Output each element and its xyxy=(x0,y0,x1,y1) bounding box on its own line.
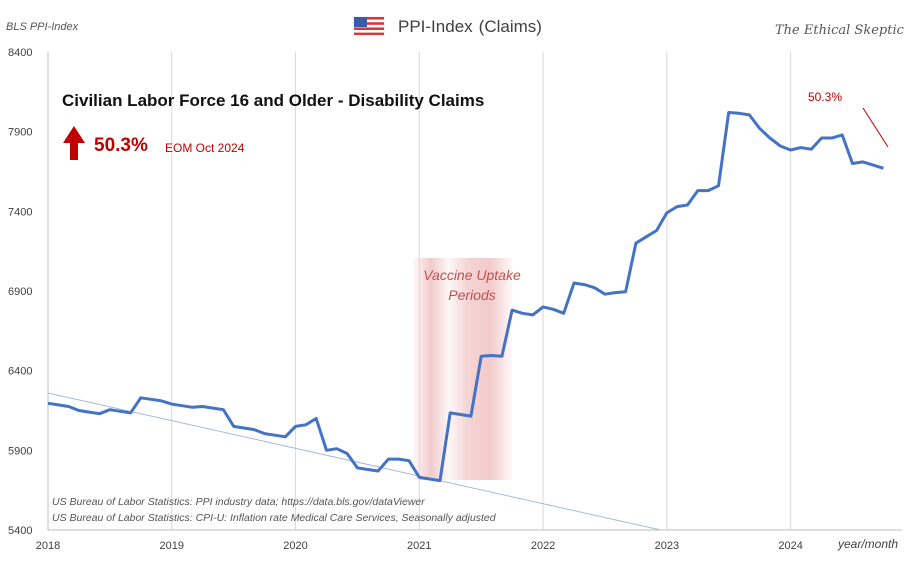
corner-pointer xyxy=(862,107,889,148)
chart-heading: PPI-Index (Claims) xyxy=(398,17,542,36)
y-axis-ticks: 5400 5900 6400 6900 7400 7900 8400 xyxy=(8,47,32,537)
change-percent: 50.3% xyxy=(94,135,148,156)
x-tick-2023: 2023 xyxy=(655,540,679,552)
chart-title: Civilian Labor Force 16 and Older - Disa… xyxy=(62,91,484,110)
period-label: EOM Oct 2024 xyxy=(165,141,245,155)
axes xyxy=(47,52,902,531)
y-tick-8400: 8400 xyxy=(8,47,32,59)
brand-watermark: The Ethical Skeptic xyxy=(775,23,905,38)
y-tick-7400: 7400 xyxy=(8,206,32,218)
vertical-grid xyxy=(171,52,792,530)
x-tick-2020: 2020 xyxy=(283,540,307,552)
x-tick-2021: 2021 xyxy=(407,540,431,552)
source-note-2: US Bureau of Labor Statistics: CPI-U: In… xyxy=(52,512,497,524)
x-axis-label: year/month xyxy=(837,537,898,551)
source-label: BLS PPI-Index xyxy=(6,21,79,33)
vaccine-uptake-band xyxy=(413,258,513,480)
x-tick-2018: 2018 xyxy=(36,540,60,552)
x-tick-2019: 2019 xyxy=(160,540,184,552)
us-flag-icon xyxy=(353,16,385,36)
series-line-disability-claims xyxy=(47,111,884,483)
x-axis-ticks: 2018 2019 2020 2021 2022 2023 2024 xyxy=(36,540,803,552)
y-tick-5400: 5400 xyxy=(8,525,32,537)
source-note-1: US Bureau of Labor Statistics: PPI indus… xyxy=(52,496,425,508)
vaccine-label-line1: Vaccine Uptake xyxy=(423,267,521,283)
y-tick-7900: 7900 xyxy=(8,127,32,139)
y-tick-6400: 6400 xyxy=(8,366,32,378)
x-tick-2024: 2024 xyxy=(778,540,802,552)
vaccine-label-line2: Periods xyxy=(448,287,495,303)
up-arrow-icon xyxy=(63,126,85,160)
y-tick-6900: 6900 xyxy=(8,286,32,298)
y-tick-5900: 5900 xyxy=(8,445,32,457)
corner-change-percent: 50.3% xyxy=(808,90,842,104)
x-tick-2022: 2022 xyxy=(531,540,555,552)
